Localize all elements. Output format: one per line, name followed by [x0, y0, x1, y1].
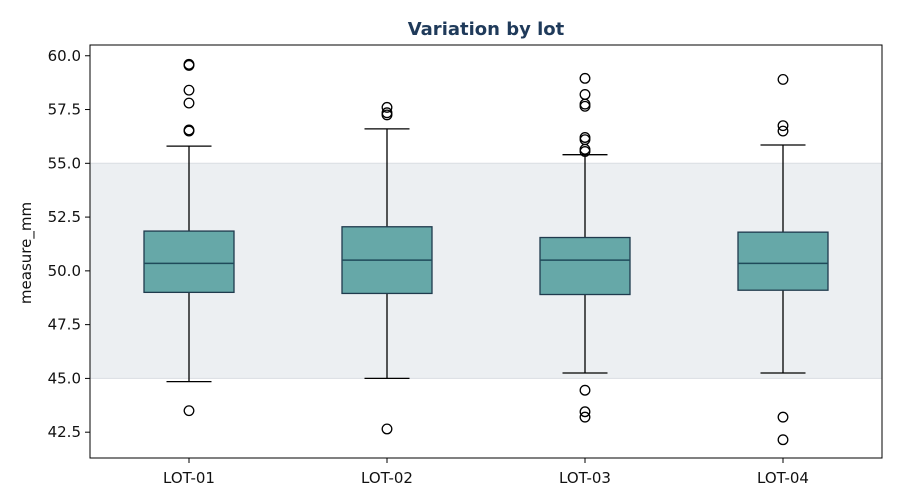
outlier-lot-01-4: [183, 97, 195, 109]
x-tick-label: LOT-03: [559, 469, 611, 487]
outlier-lot-04-4: [777, 120, 789, 132]
outlier-lot-02-3: [381, 107, 393, 119]
outlier-lot-02-4: [381, 101, 393, 113]
outlier-lot-03-9: [579, 98, 591, 110]
outlier-lot-01-1: [183, 405, 195, 417]
outlier-lot-04-3: [777, 125, 789, 137]
plot-frame: [89, 44, 883, 459]
box-lot-01: [143, 230, 235, 294]
y-tick-label: 52.5: [48, 208, 81, 226]
y-tick-label: 50.0: [48, 262, 81, 280]
box-lot-03: [539, 236, 631, 296]
x-tick-label: LOT-02: [361, 469, 413, 487]
x-tick-label: LOT-01: [163, 469, 215, 487]
y-tick-label: 55.0: [48, 154, 81, 172]
outlier-lot-03-1: [579, 411, 591, 423]
plot-area: 42.5 45.0 47.5 50.0 52.5 55.0 57.5 60.0 LOT-01 LO…: [48, 44, 883, 487]
outlier-lot-03-11: [579, 72, 591, 84]
y-tick-label: 45.0: [48, 369, 81, 387]
box-lot-04: [737, 231, 829, 291]
y-axis-label: measure_mm: [17, 202, 36, 304]
outlier-lot-03-10: [579, 89, 591, 100]
outlier-lot-04-1: [777, 434, 789, 446]
outlier-lot-04-2: [777, 411, 789, 423]
outlier-lot-03-3: [579, 384, 591, 396]
chart-title: Variation by lot: [408, 19, 565, 40]
outlier-lot-03-5: [579, 143, 591, 155]
y-tick-label: 42.5: [48, 423, 81, 441]
y-tick-label: 60.0: [48, 47, 81, 65]
outlier-lot-03-7: [579, 132, 591, 143]
outlier-lot-02-1: [381, 423, 393, 435]
outlier-lot-01-5: [183, 84, 195, 96]
outlier-lot-03-2: [579, 406, 591, 418]
outlier-lot-01-3: [183, 124, 195, 136]
x-tick-label: LOT-04: [757, 469, 809, 487]
outlier-lot-04-5: [777, 73, 789, 85]
outlier-lot-03-6: [579, 134, 591, 146]
outlier-lot-01-7: [183, 58, 195, 70]
outlier-lot-03-8: [579, 100, 591, 112]
y-tick-label: 47.5: [48, 316, 81, 334]
y-tick-label: 57.5: [48, 101, 81, 119]
